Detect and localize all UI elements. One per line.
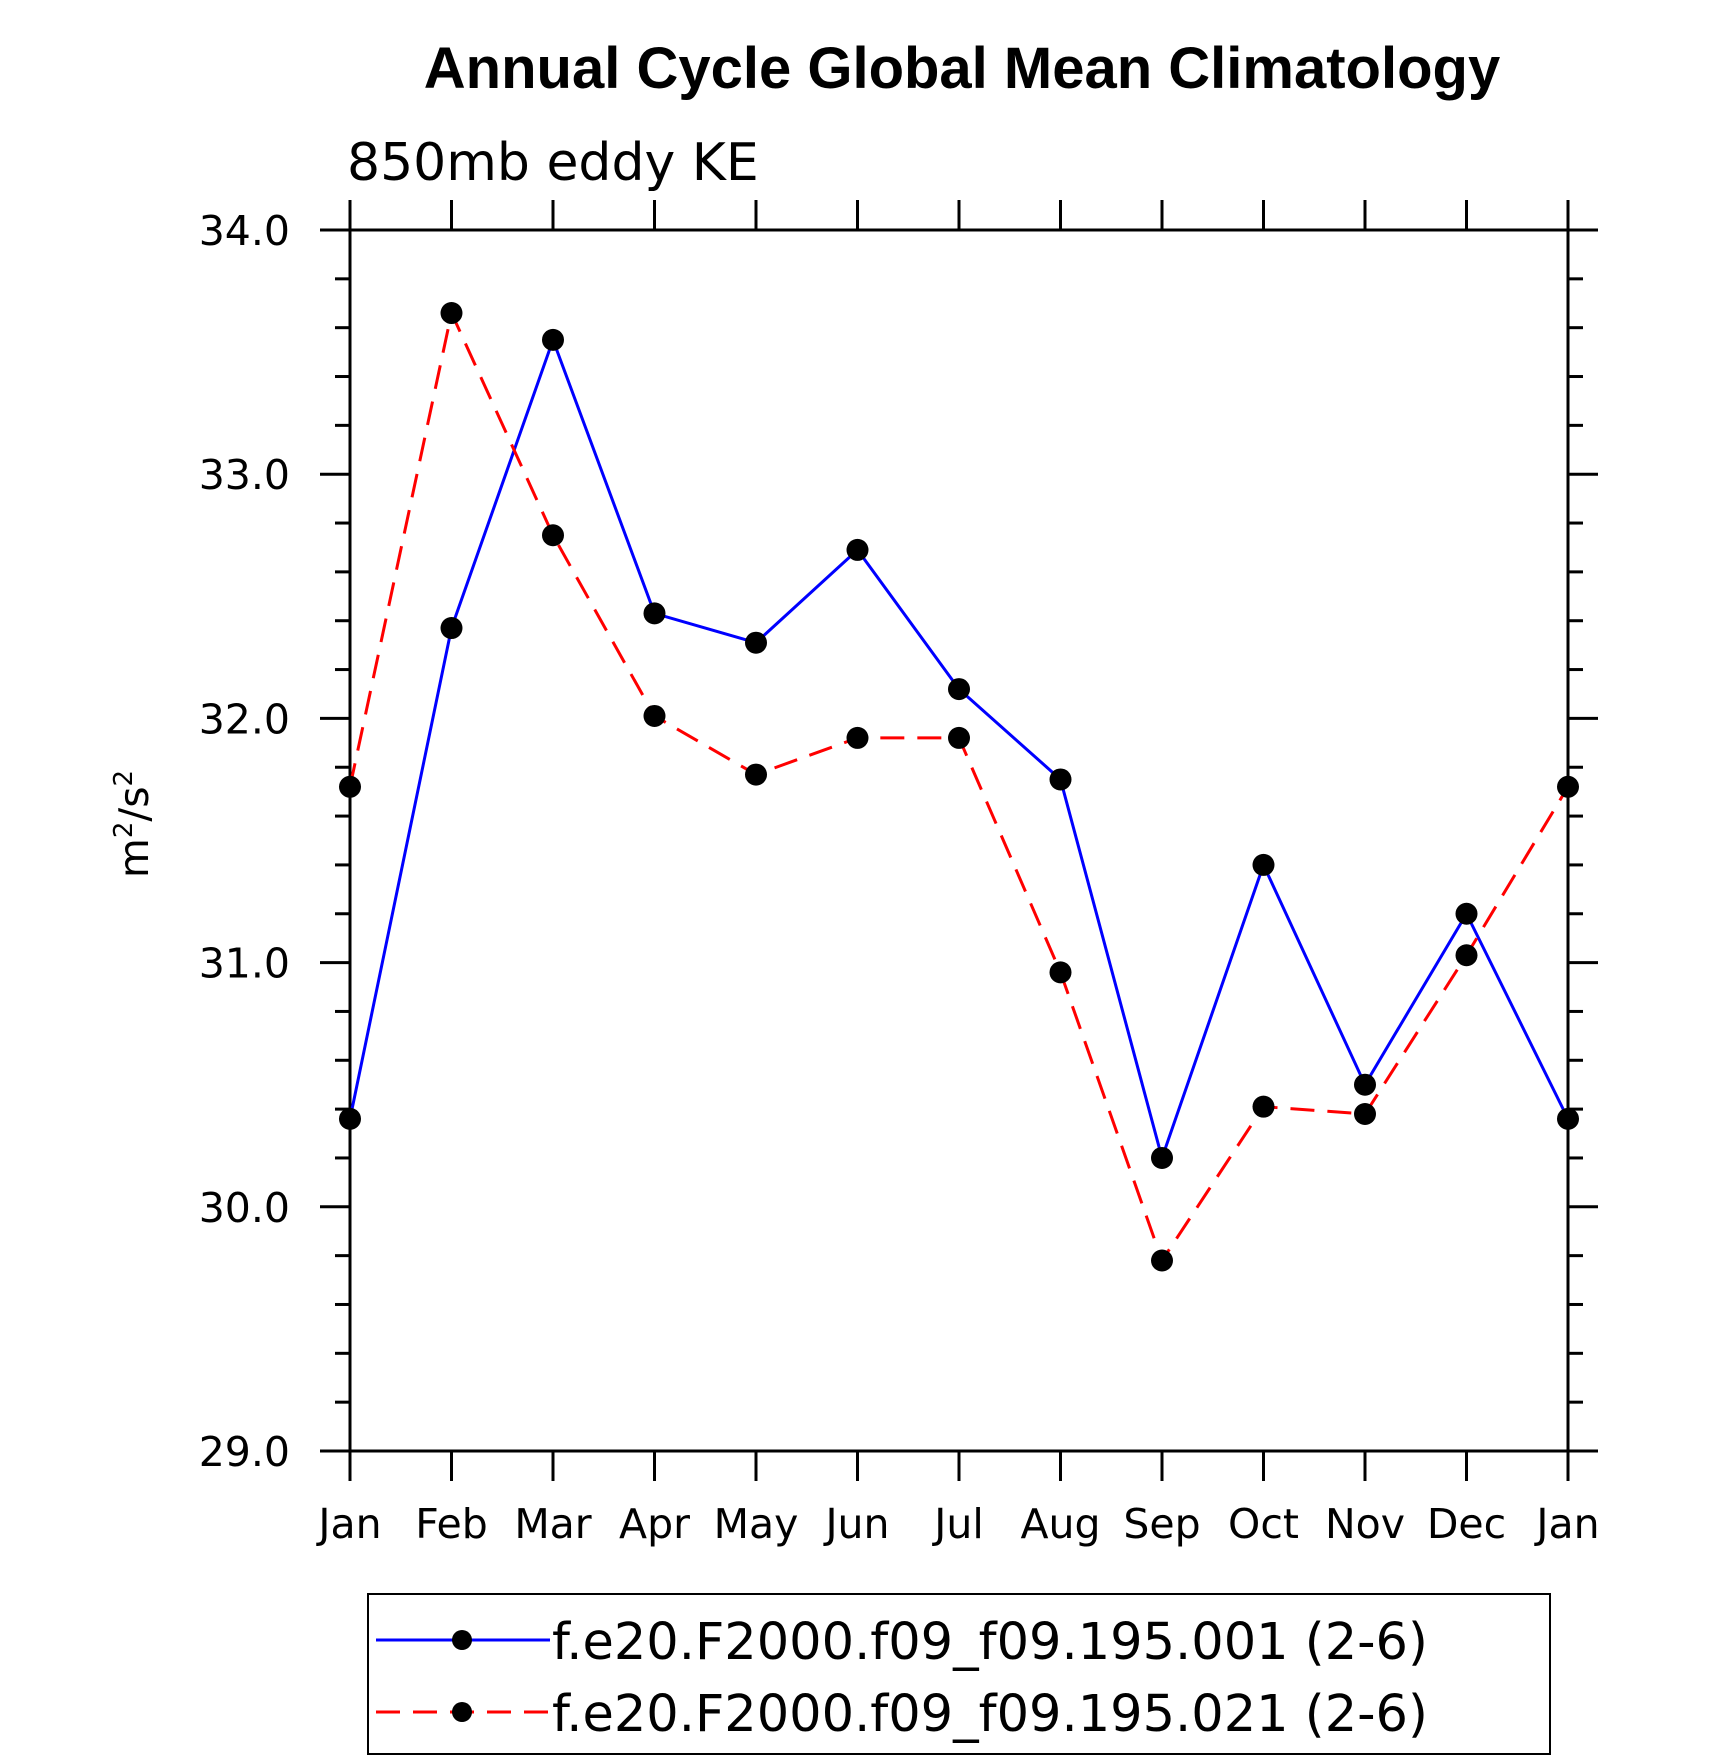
x-tick-label: Jul [931,1500,983,1548]
series-1-point [643,602,666,625]
legend-label-1: f.e20.F2000.f09_f09.195.001 (2-6) [552,1613,1428,1672]
y-tick-labels: 34.0 33.0 32.0 31.0 30.0 29.0 [199,207,290,1476]
legend-box [367,1593,1551,1755]
series-1-point [1455,902,1478,925]
x-tick-label: Nov [1325,1500,1405,1548]
y-label-sup2: 2 [109,770,139,787]
y-axis-label: m2/s2 [109,770,158,878]
series-2-point [948,726,970,749]
svg-text:m2/s2: m2/s2 [109,770,158,878]
y-tick-label: 31.0 [199,940,290,988]
series-2-point [1151,1249,1173,1272]
series-line-2 [348,308,1570,1264]
x-tick-label: Jan [1533,1500,1599,1548]
x-tick-labels: Jan Feb Mar Apr May Jun Jul Aug Sep Oct Nov Dec Jan [315,1500,1599,1548]
y-tick-label: 33.0 [199,451,290,499]
series-2-point [1252,1095,1275,1118]
series-1-point [745,631,767,654]
y-tick-label: 32.0 [199,695,290,743]
chart-title: Annual Cycle Global Mean Climatology [424,36,1500,101]
y-label-m: m [110,838,158,878]
x-tick-label: Mar [514,1500,591,1548]
x-tick-label: Jun [822,1500,889,1548]
series-1-point [1252,853,1275,876]
y-label-sup1: 2 [109,822,139,839]
series-1-point [948,678,970,701]
series-2-point [1354,1103,1376,1126]
series-2-point [846,726,869,749]
y-label-sep: /s [110,786,158,821]
series-2-point [1049,961,1072,984]
series-1-point [542,328,564,351]
y-tick-label: 30.0 [199,1184,290,1232]
legend-marker-1 [452,1630,472,1650]
axis-ticks [320,200,1598,1481]
x-tick-label: Jan [315,1500,381,1548]
y-tick-label: 34.0 [199,207,290,255]
series-2-point [1557,775,1579,798]
x-tick-label: Sep [1123,1500,1200,1548]
y-tick-label: 29.0 [199,1428,290,1476]
series-1-point [1151,1146,1173,1169]
plot-frame [348,228,1570,1453]
x-tick-label: Dec [1427,1500,1506,1548]
series-1-point [846,538,869,561]
x-tick-label: May [714,1500,799,1548]
legend-label-2: f.e20.F2000.f09_f09.195.021 (2-6) [552,1685,1428,1744]
series-2-point [440,302,463,325]
series-1-point [1049,768,1072,791]
series-1-point [1354,1073,1376,1096]
x-tick-label: Aug [1020,1500,1100,1548]
x-tick-label: Oct [1228,1500,1299,1548]
series-2-point [339,775,361,798]
x-tick-label: Feb [415,1500,488,1548]
x-tick-label: Apr [619,1500,690,1548]
series-2-point [745,763,767,786]
series-2-point [542,524,564,547]
series-2-point [643,704,666,727]
legend: f.e20.F2000.f09_f09.195.001 (2-6) f.e20.… [367,1593,1551,1755]
legend-marker-2 [452,1702,472,1722]
series-1-point [440,617,463,640]
chart-subtitle: 850mb eddy KE [347,133,759,193]
series-1-point [339,1107,361,1130]
series-1-point [1557,1107,1579,1130]
series-2-point [1455,944,1478,967]
series-layer [339,302,1579,1272]
